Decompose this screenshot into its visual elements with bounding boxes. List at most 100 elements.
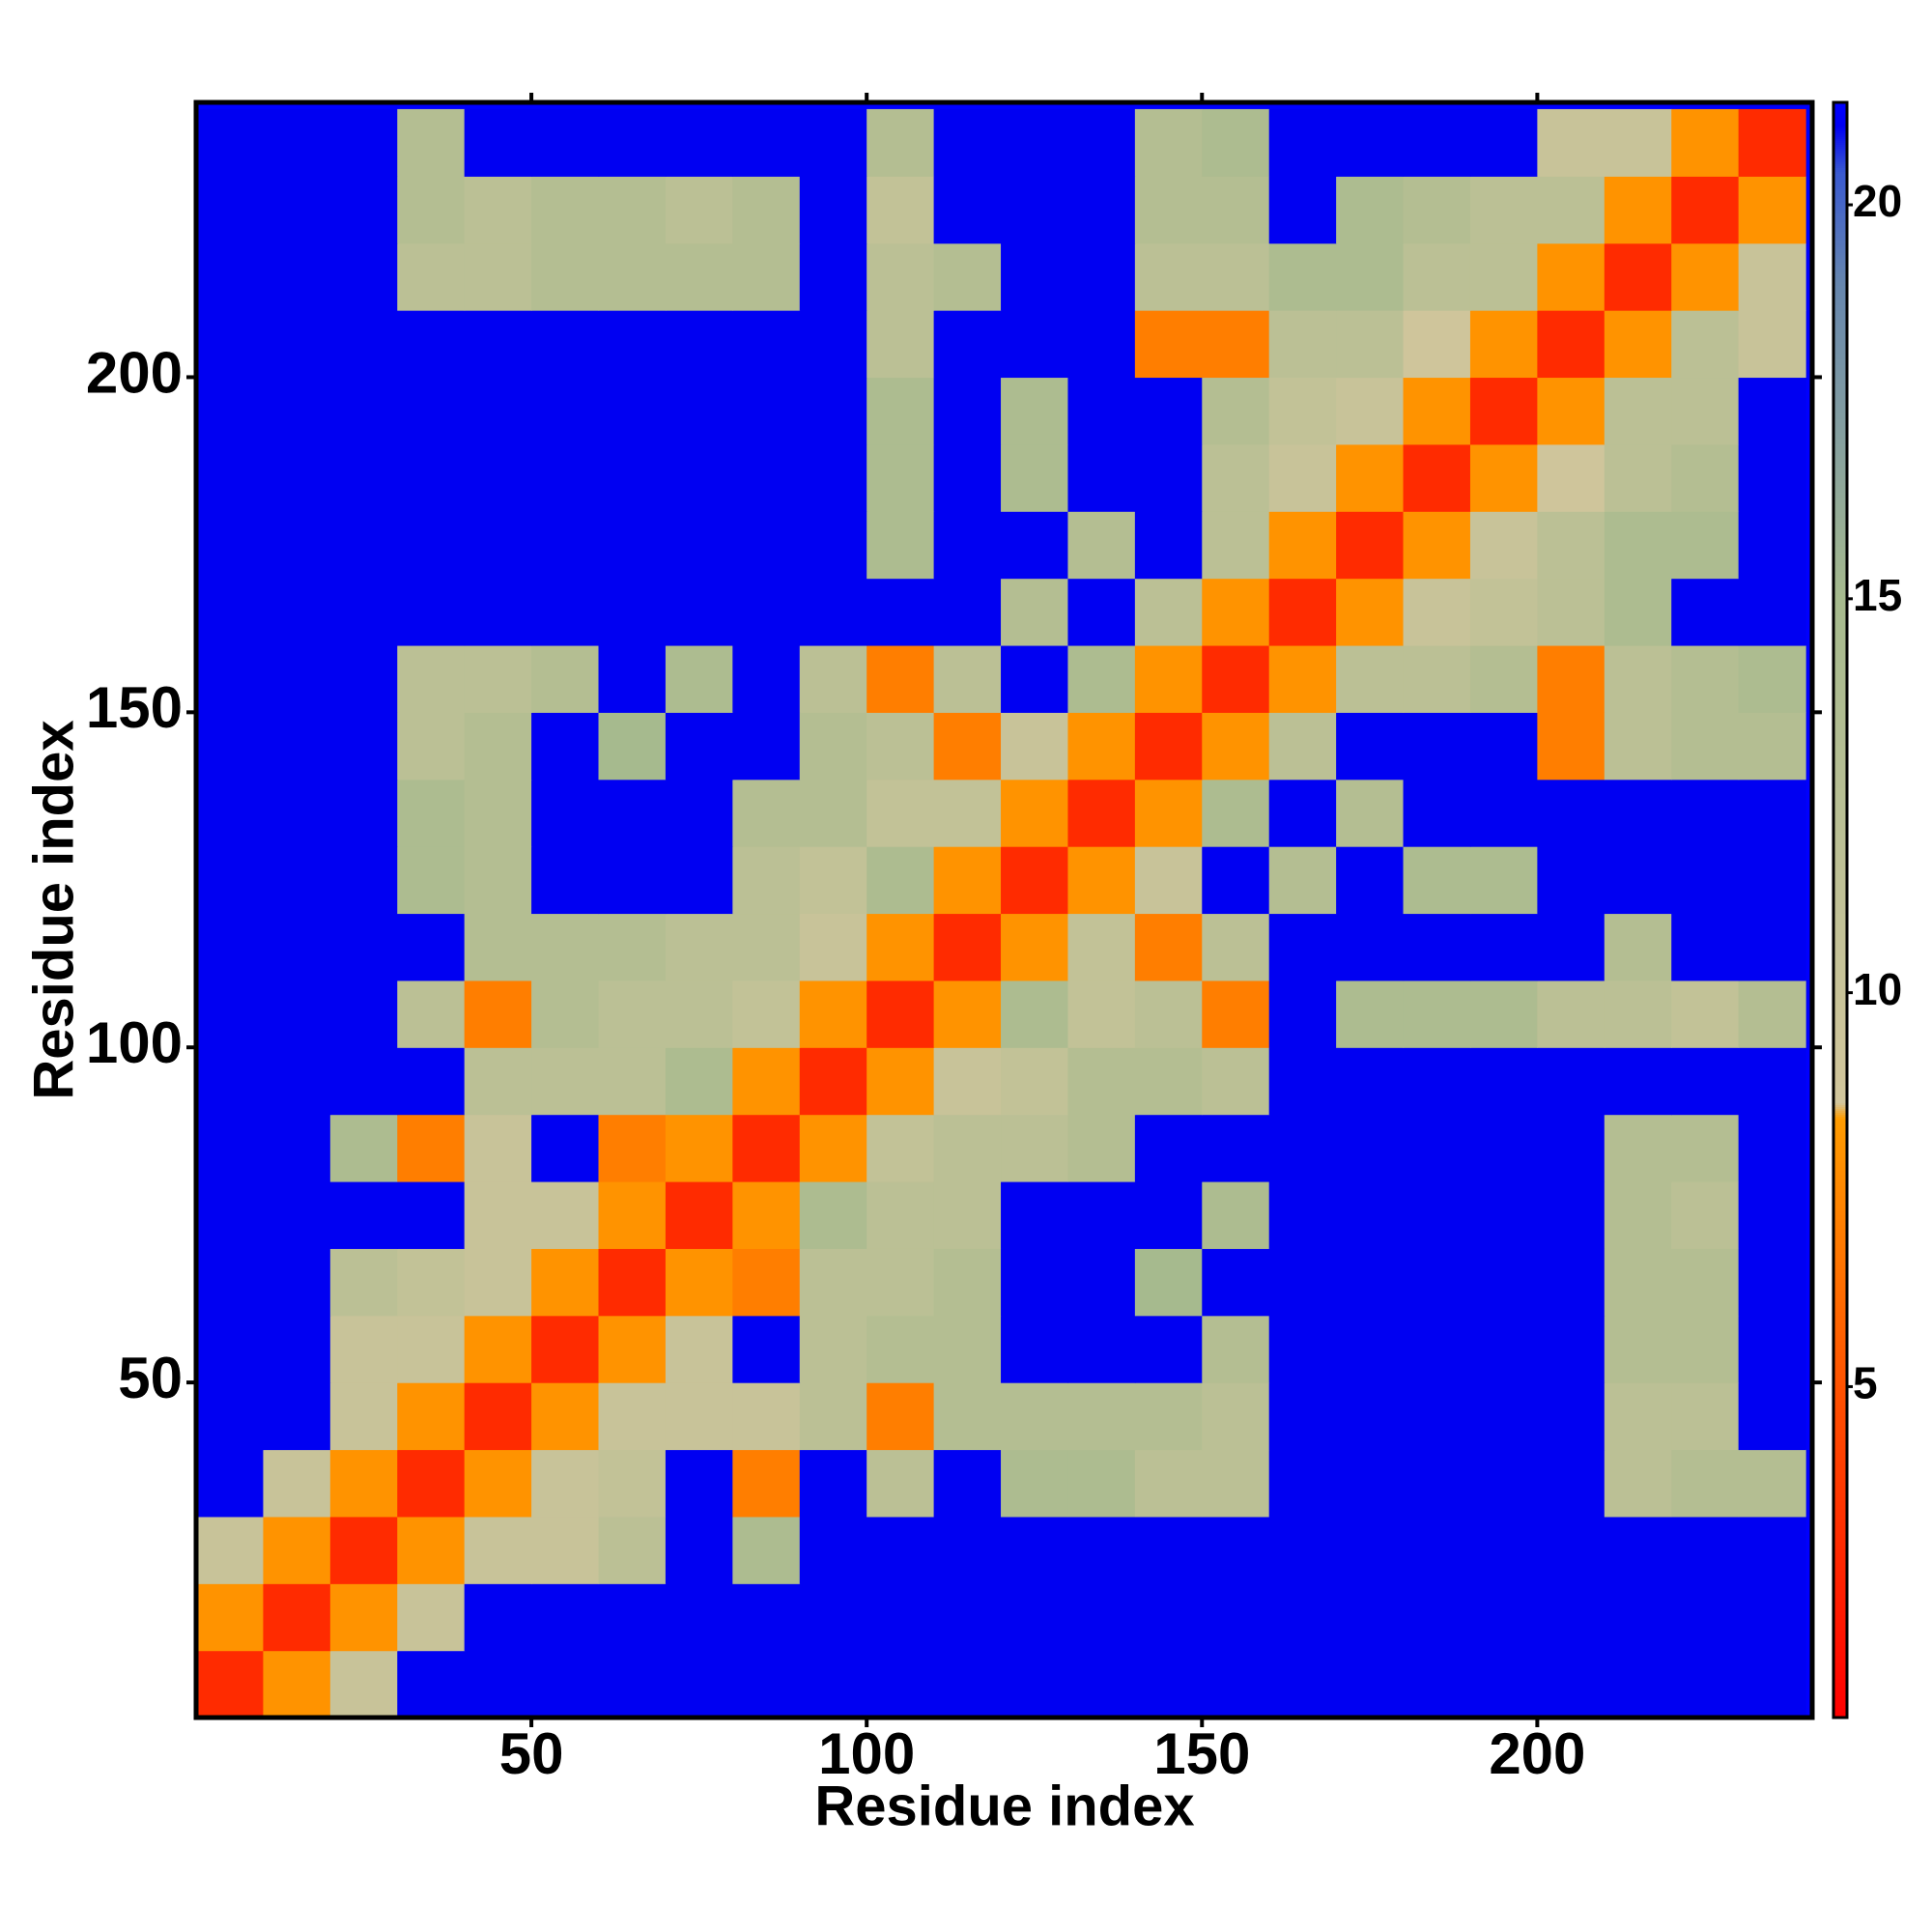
colorbar-strip: [1833, 775, 1847, 778]
colorbar-strip: [1833, 162, 1847, 165]
heatmap-cell: [531, 1180, 600, 1249]
heatmap-cell: [933, 1650, 1002, 1719]
colorbar-strip: [1833, 639, 1847, 642]
colorbar-strip: [1833, 1041, 1847, 1044]
heatmap-cell: [196, 712, 265, 781]
colorbar-strip: [1833, 1231, 1847, 1234]
colorbar-strip: [1833, 1142, 1847, 1145]
colorbar-strip: [1833, 1312, 1847, 1315]
colorbar-strip: [1833, 636, 1847, 639]
colorbar-strip: [1833, 375, 1847, 378]
colorbar-strip: [1833, 541, 1847, 544]
colorbar-strip: [1833, 1227, 1847, 1230]
colorbar-strip: [1833, 1596, 1847, 1599]
colorbar-strip: [1833, 763, 1847, 766]
heatmap-cell: [665, 913, 733, 981]
heatmap-cell: [263, 980, 331, 1048]
heatmap-cell: [397, 310, 466, 379]
heatmap-cell: [1336, 644, 1405, 713]
colorbar-strip: [1833, 599, 1847, 602]
colorbar-strip: [1833, 396, 1847, 399]
heatmap-cell: [665, 176, 733, 244]
heatmap-cell: [1403, 913, 1471, 981]
heatmap-cell: [1268, 1180, 1337, 1249]
colorbar-strip: [1833, 251, 1847, 254]
heatmap-cell: [1067, 913, 1136, 981]
colorbar-strip: [1833, 1198, 1847, 1201]
colorbar-strip: [1833, 257, 1847, 260]
colorbar-strip: [1833, 317, 1847, 320]
colorbar-strip: [1833, 1134, 1847, 1137]
colorbar-strip: [1833, 1592, 1847, 1595]
colorbar-strip: [1833, 715, 1847, 718]
heatmap-cell: [397, 242, 466, 311]
colorbar-strip: [1833, 1634, 1847, 1637]
heatmap-cell: [665, 1583, 733, 1652]
colorbar-strip: [1833, 925, 1847, 928]
heatmap-cell: [799, 1650, 867, 1719]
heatmap-cell: [933, 1382, 1002, 1451]
heatmap-cell: [1469, 242, 1538, 311]
heatmap-cell: [464, 644, 532, 713]
colorbar-strip: [1833, 958, 1847, 961]
heatmap-cell: [1268, 980, 1337, 1048]
heatmap-cell: [464, 779, 532, 847]
colorbar-strip: [1833, 1209, 1847, 1212]
heatmap-cell: [1202, 310, 1270, 379]
heatmap-cell: [1067, 644, 1136, 713]
heatmap-cell: [329, 846, 398, 915]
heatmap-cell: [1537, 108, 1605, 177]
colorbar-strip: [1833, 1708, 1847, 1711]
colorbar-strip: [1833, 875, 1847, 878]
colorbar-strip: [1833, 1577, 1847, 1579]
heatmap-cell: [1671, 1583, 1740, 1652]
colorbar-strip: [1833, 1548, 1847, 1550]
colorbar-strip: [1833, 1349, 1847, 1351]
colorbar-strip: [1833, 497, 1847, 499]
colorbar-strip: [1833, 1673, 1847, 1676]
heatmap-cell: [1202, 377, 1270, 445]
colorbar-strip: [1833, 160, 1847, 163]
colorbar-strip: [1833, 1439, 1847, 1442]
heatmap-cell: [531, 1047, 600, 1116]
colorbar-strip: [1833, 1318, 1847, 1321]
heatmap-cell: [1738, 846, 1806, 915]
heatmap-cell: [867, 980, 935, 1048]
heatmap-cell: [1001, 1382, 1069, 1451]
colorbar-strip: [1833, 887, 1847, 890]
heatmap-cell: [1067, 377, 1136, 445]
colorbar-strip: [1833, 707, 1847, 710]
colorbar-strip: [1833, 873, 1847, 876]
heatmap-cell: [799, 1583, 867, 1652]
colorbar-strip: [1833, 806, 1847, 809]
heatmap-cell: [1537, 980, 1605, 1048]
colorbar-strip: [1833, 1434, 1847, 1436]
heatmap-cell: [1671, 377, 1740, 445]
colorbar-strip: [1833, 1320, 1847, 1322]
colorbar-strip: [1833, 1304, 1847, 1307]
heatmap-cell: [732, 846, 801, 915]
heatmap-cell: [1537, 511, 1605, 580]
heatmap-cell: [1469, 846, 1538, 915]
heatmap-cell: [1067, 1516, 1136, 1584]
heatmap-cell: [263, 712, 331, 781]
colorbar-strip: [1833, 1507, 1847, 1510]
heatmap-cell: [665, 1650, 733, 1719]
colorbar-strip: [1833, 1157, 1847, 1160]
colorbar-strip: [1833, 122, 1847, 125]
colorbar-strip: [1833, 1022, 1847, 1025]
colorbar-strip: [1833, 1188, 1847, 1191]
colorbar-strip: [1833, 1389, 1847, 1392]
colorbar-strip: [1833, 597, 1847, 600]
colorbar-strip: [1833, 419, 1847, 422]
colorbar-strip: [1833, 174, 1847, 177]
colorbar-strip: [1833, 649, 1847, 652]
colorbar-strip: [1833, 361, 1847, 364]
colorbar-strip: [1833, 1445, 1847, 1448]
heatmap-cell: [1671, 1180, 1740, 1249]
heatmap-cell: [329, 644, 398, 713]
colorbar-strip: [1833, 1590, 1847, 1593]
heatmap-cell: [397, 1449, 466, 1518]
x-tick-label: 200: [1489, 1721, 1585, 1786]
colorbar-strip: [1833, 348, 1847, 351]
